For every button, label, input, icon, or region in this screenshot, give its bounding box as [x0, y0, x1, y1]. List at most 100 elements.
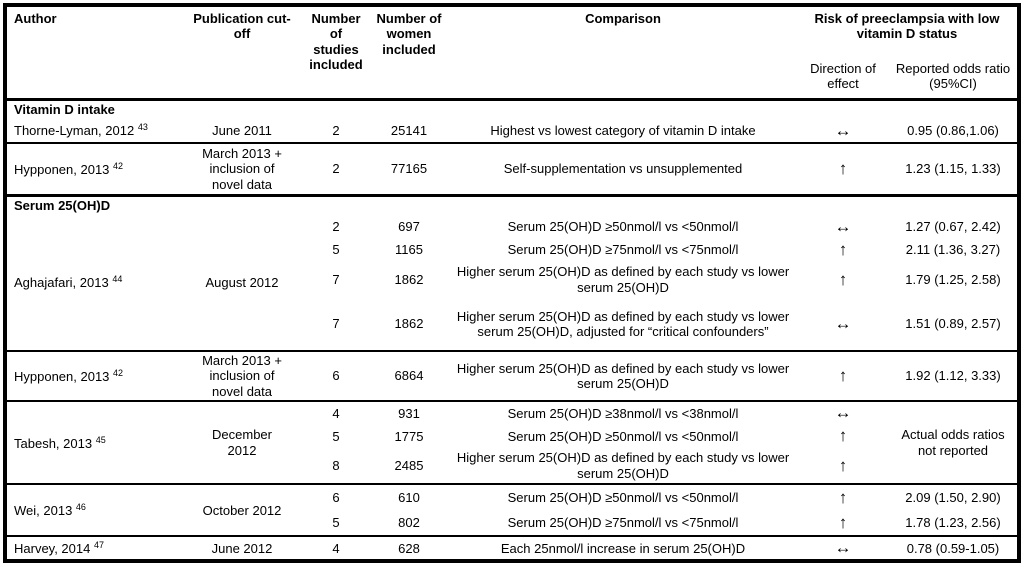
preeclampsia-vitamin-d-review-table: Author Publication cut-off Number of stu… — [3, 3, 1021, 564]
comparison-cell: Higher serum 25(OH)D as defined by each … — [449, 350, 797, 402]
direction-arrow: ↑ — [838, 269, 848, 289]
studies-cell: 6 — [303, 350, 369, 402]
comparison-cell: Self-supplementation vs unsupplemented — [449, 142, 797, 196]
author-name: Wei, 2013 — [14, 503, 73, 519]
author-name: Tabesh, 2013 — [14, 435, 93, 451]
studies-cell: 5 — [332, 241, 340, 257]
column-header-odds-ratio: Reported odds ratio (95%CI) — [889, 57, 1019, 101]
reference-number: 47 — [93, 540, 104, 551]
odds-cell: 0.78 (0.59-1.05) — [889, 535, 1019, 562]
direction-arrow: ↔ — [797, 535, 889, 562]
section-row: Vitamin D intake — [5, 99, 1019, 119]
odds-cell: 1.23 (1.15, 1.33) — [889, 142, 1019, 196]
reference-number: 44 — [112, 274, 123, 285]
table-row: 5 802 Serum 25(OH)D ≥75nmol/l vs <75nmol… — [5, 510, 1019, 536]
author-name: Thorne-Lyman, 2012 — [14, 123, 135, 139]
odds-cell: 1.51 (0.89, 2.57) — [905, 316, 1001, 332]
direction-arrow: ↑ — [838, 455, 848, 475]
women-cell: 6864 — [369, 350, 449, 402]
author-cell: Aghajafari, 2013 44 — [5, 215, 181, 351]
author-cell: Thorne-Lyman, 2012 43 — [5, 119, 181, 143]
table-row: Thorne-Lyman, 2012 43 June 2011 2 25141 … — [5, 119, 1019, 143]
women-cell: 25141 — [390, 122, 428, 138]
studies-cell: 5 — [332, 428, 340, 444]
column-header-publication-cutoff: Publication cut-off — [181, 5, 303, 101]
author-cell: Harvey, 2014 47 — [5, 535, 181, 562]
women-cell: 628 — [369, 535, 449, 562]
column-header-direction-of-effect: Direction of effect — [797, 57, 889, 101]
studies-cell: 5 — [332, 515, 340, 531]
odds-cell: 0.95 (0.86,1.06) — [907, 122, 999, 138]
reference-number: 46 — [75, 502, 86, 513]
odds-cell: 1.27 (0.67, 2.42) — [905, 218, 1001, 234]
studies-cell: 6 — [303, 483, 369, 511]
subheader-row: Direction of effect Reported odds ratio … — [5, 57, 1019, 101]
studies-cell: 4 — [303, 535, 369, 562]
table-row: 7 1862 Higher serum 25(OH)D as defined b… — [5, 298, 1019, 351]
table-row: 7 1862 Higher serum 25(OH)D as defined b… — [5, 261, 1019, 298]
author-cell: Tabesh, 2013 45 — [5, 400, 181, 485]
table-row: Wei, 2013 46 October 2012 6 610 Serum 25… — [5, 483, 1019, 537]
women-cell: 2485 — [394, 458, 424, 474]
women-cell: 931 — [369, 400, 449, 425]
women-cell: 77165 — [369, 142, 449, 196]
table-row: Harvey, 2014 47 June 2012 4 628 Each 25n… — [5, 535, 1019, 562]
reference-number: 45 — [95, 434, 106, 445]
direction-arrow: ↑ — [797, 350, 889, 402]
studies-cell: 8 — [332, 458, 340, 474]
author-name: Aghajafari, 2013 — [14, 275, 109, 291]
women-cell: 610 — [369, 483, 449, 511]
comparison-cell: Serum 25(OH)D ≥50nmol/l vs <50nmol/l — [507, 218, 739, 234]
direction-arrow: ↑ — [797, 483, 889, 511]
column-header-risk-group: Risk of preeclampsia with low vitamin D … — [814, 11, 1000, 42]
studies-cell: 2 — [332, 122, 340, 138]
studies-cell: 2 — [303, 142, 369, 196]
cutoff-cell: December 2012 — [181, 400, 303, 485]
column-header-author: Author — [5, 5, 181, 101]
studies-cell: 7 — [332, 316, 340, 332]
women-cell: 802 — [398, 515, 420, 531]
odds-cell: 2.09 (1.50, 2.90) — [889, 483, 1019, 511]
cutoff-cell: October 2012 — [181, 483, 303, 537]
direction-arrow: ↔ — [797, 400, 889, 425]
column-header-comparison: Comparison — [449, 5, 797, 101]
comparison-cell: Highest vs lowest category of vitamin D … — [490, 122, 756, 138]
column-header-studies-included: Number of studies included — [303, 5, 369, 101]
comparison-cell: Serum 25(OH)D ≥38nmol/l vs <38nmol/l — [449, 400, 797, 425]
cutoff-cell: June 2011 — [212, 122, 272, 138]
women-cell: 697 — [398, 218, 420, 234]
comparison-cell: Each 25nmol/l increase in serum 25(OH)D — [449, 535, 797, 562]
cutoff-cell: March 2013 + inclusion of novel data — [181, 350, 303, 402]
comparison-cell: Serum 25(OH)D ≥75nmol/l vs <75nmol/l — [507, 515, 739, 531]
studies-cell: 2 — [332, 218, 340, 234]
comparison-cell: Higher serum 25(OH)D as defined by each … — [456, 450, 790, 481]
author-cell: Hypponen, 2013 42 — [5, 350, 181, 402]
odds-cell: 1.92 (1.12, 3.33) — [889, 350, 1019, 402]
direction-arrow: ↑ — [797, 142, 889, 196]
odds-cell: 2.11 (1.36, 3.27) — [905, 241, 1001, 257]
direction-arrow: ↑ — [838, 426, 848, 446]
author-cell: Wei, 2013 46 — [5, 483, 181, 537]
section-row: Serum 25(OH)D — [5, 193, 1019, 216]
author-cell: Hypponen, 2013 42 — [5, 142, 181, 196]
studies-cell: 7 — [332, 271, 340, 287]
table-row: Tabesh, 2013 45 December 2012 4 931 Seru… — [5, 400, 1019, 485]
section-header: Vitamin D intake — [14, 102, 115, 118]
table-row: 5 1775 Serum 25(OH)D ≥50nmol/l vs <50nmo… — [5, 424, 1019, 448]
direction-arrow: ↑ — [838, 239, 848, 259]
women-cell: 1775 — [394, 428, 424, 444]
women-cell: 1862 — [394, 271, 424, 287]
author-name: Harvey, 2014 — [14, 541, 91, 557]
odds-cell: 1.79 (1.25, 2.58) — [905, 271, 1001, 287]
comparison-cell: Serum 25(OH)D ≥50nmol/l vs <50nmol/l — [507, 428, 739, 444]
header-row: Author Publication cut-off Number of stu… — [5, 5, 1019, 101]
direction-arrow: ↔ — [834, 216, 852, 236]
reference-number: 42 — [113, 160, 124, 171]
cutoff-cell: June 2012 — [181, 535, 303, 562]
comparison-cell: Higher serum 25(OH)D as defined by each … — [456, 264, 790, 295]
cutoff-cell: March 2013 + inclusion of novel data — [181, 142, 303, 196]
direction-arrow: ↑ — [838, 512, 848, 532]
table-row: Hypponen, 2013 42 March 2013 + inclusion… — [5, 142, 1019, 196]
direction-arrow: ↔ — [834, 314, 852, 334]
women-cell: 1165 — [395, 241, 423, 257]
